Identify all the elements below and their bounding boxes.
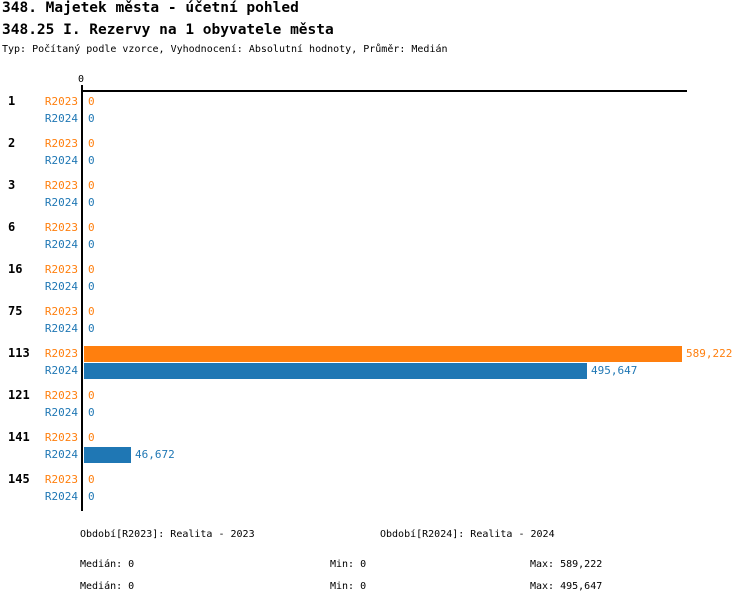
value-label-r2023: 0 [88, 263, 95, 276]
bar-group: 2 R2023 0 R2024 0 [0, 135, 750, 170]
series-label-r2023: R2023 [44, 137, 78, 150]
category-label: 75 [8, 304, 23, 318]
stat-min-r2024: Min: 0 [330, 581, 367, 592]
stat-min-r2023: Min: 0 [330, 559, 367, 570]
report-title: 348. Majetek města - účetní pohled [2, 0, 299, 16]
stat-max-r2023: Max: 589,222 [530, 559, 603, 570]
bar-group: 145 R2023 0 R2024 0 [0, 471, 750, 506]
series-label-r2024: R2024 [44, 154, 78, 167]
category-label: 121 [8, 388, 30, 402]
value-label-r2023: 0 [88, 179, 95, 192]
series-label-r2023: R2023 [44, 95, 78, 108]
series-label-r2023: R2023 [44, 389, 78, 402]
value-label-r2024: 0 [88, 238, 95, 251]
x-axis-line [81, 90, 687, 92]
x-axis-tick-label-zero: 0 [77, 74, 85, 85]
bar-group: 75 R2023 0 R2024 0 [0, 303, 750, 338]
bar-r2024 [84, 446, 131, 463]
value-label-r2023: 0 [88, 95, 95, 108]
value-label-r2024: 0 [88, 490, 95, 503]
bar-group: 1 R2023 0 R2024 0 [0, 93, 750, 128]
series-label-r2024: R2024 [44, 280, 78, 293]
series-label-r2023: R2023 [44, 263, 78, 276]
series-label-r2024: R2024 [44, 490, 78, 503]
legend-label-r2023: Období[R2023]: Realita - 2023 [80, 529, 255, 540]
value-label-r2023: 0 [88, 221, 95, 234]
y-axis-line [81, 85, 83, 511]
value-label-r2023: 0 [88, 431, 95, 444]
value-label-r2024: 0 [88, 280, 95, 293]
value-label-r2023: 0 [88, 305, 95, 318]
category-label: 2 [8, 136, 16, 150]
bar-group: 16 R2023 0 R2024 0 [0, 261, 750, 296]
bar-group: 141 R2023 0 R2024 46,672 [0, 429, 750, 464]
series-label-r2023: R2023 [44, 305, 78, 318]
value-label-r2024: 0 [88, 112, 95, 125]
value-label-r2024: 0 [88, 196, 95, 209]
value-label-r2023: 0 [88, 389, 95, 402]
series-label-r2023: R2023 [44, 221, 78, 234]
category-label: 16 [8, 262, 23, 276]
series-label-r2024: R2024 [44, 196, 78, 209]
category-label: 141 [8, 430, 30, 444]
bar-group: 6 R2023 0 R2024 0 [0, 219, 750, 254]
category-label: 145 [8, 472, 30, 486]
series-label-r2024: R2024 [44, 406, 78, 419]
bar-group: 121 R2023 0 R2024 0 [0, 387, 750, 422]
series-label-r2023: R2023 [44, 431, 78, 444]
stat-median-r2024: Medián: 0 [80, 581, 135, 592]
report-meta-line: Typ: Počítaný podle vzorce, Vyhodnocení:… [2, 44, 448, 55]
bar-group: 3 R2023 0 R2024 0 [0, 177, 750, 212]
series-label-r2023: R2023 [44, 473, 78, 486]
stat-max-r2024: Max: 495,647 [530, 581, 603, 592]
value-label-r2024: 495,647 [591, 364, 638, 377]
series-label-r2024: R2024 [44, 448, 78, 461]
value-label-r2023: 0 [88, 473, 95, 486]
series-label-r2024: R2024 [44, 322, 78, 335]
series-label-r2023: R2023 [44, 179, 78, 192]
series-label-r2023: R2023 [44, 347, 78, 360]
category-label: 1 [8, 94, 16, 108]
bar-r2023 [84, 345, 682, 362]
bar-r2024 [84, 362, 587, 379]
series-label-r2024: R2024 [44, 364, 78, 377]
value-label-r2024: 0 [88, 322, 95, 335]
value-label-r2024: 46,672 [135, 448, 175, 461]
value-label-r2024: 0 [88, 406, 95, 419]
legend-label-r2024: Období[R2024]: Realita - 2024 [380, 529, 555, 540]
series-label-r2024: R2024 [44, 238, 78, 251]
bar-group: 113 R2023 589,222 R2024 495,647 [0, 345, 750, 380]
series-label-r2024: R2024 [44, 112, 78, 125]
category-label: 3 [8, 178, 16, 192]
value-label-r2023: 589,222 [686, 347, 733, 360]
stat-median-r2023: Medián: 0 [80, 559, 135, 570]
category-label: 113 [8, 346, 30, 360]
report-subtitle: 348.25 I. Rezervy na 1 obyvatele města [2, 22, 334, 38]
value-label-r2024: 0 [88, 154, 95, 167]
value-label-r2023: 0 [88, 137, 95, 150]
category-label: 6 [8, 220, 16, 234]
